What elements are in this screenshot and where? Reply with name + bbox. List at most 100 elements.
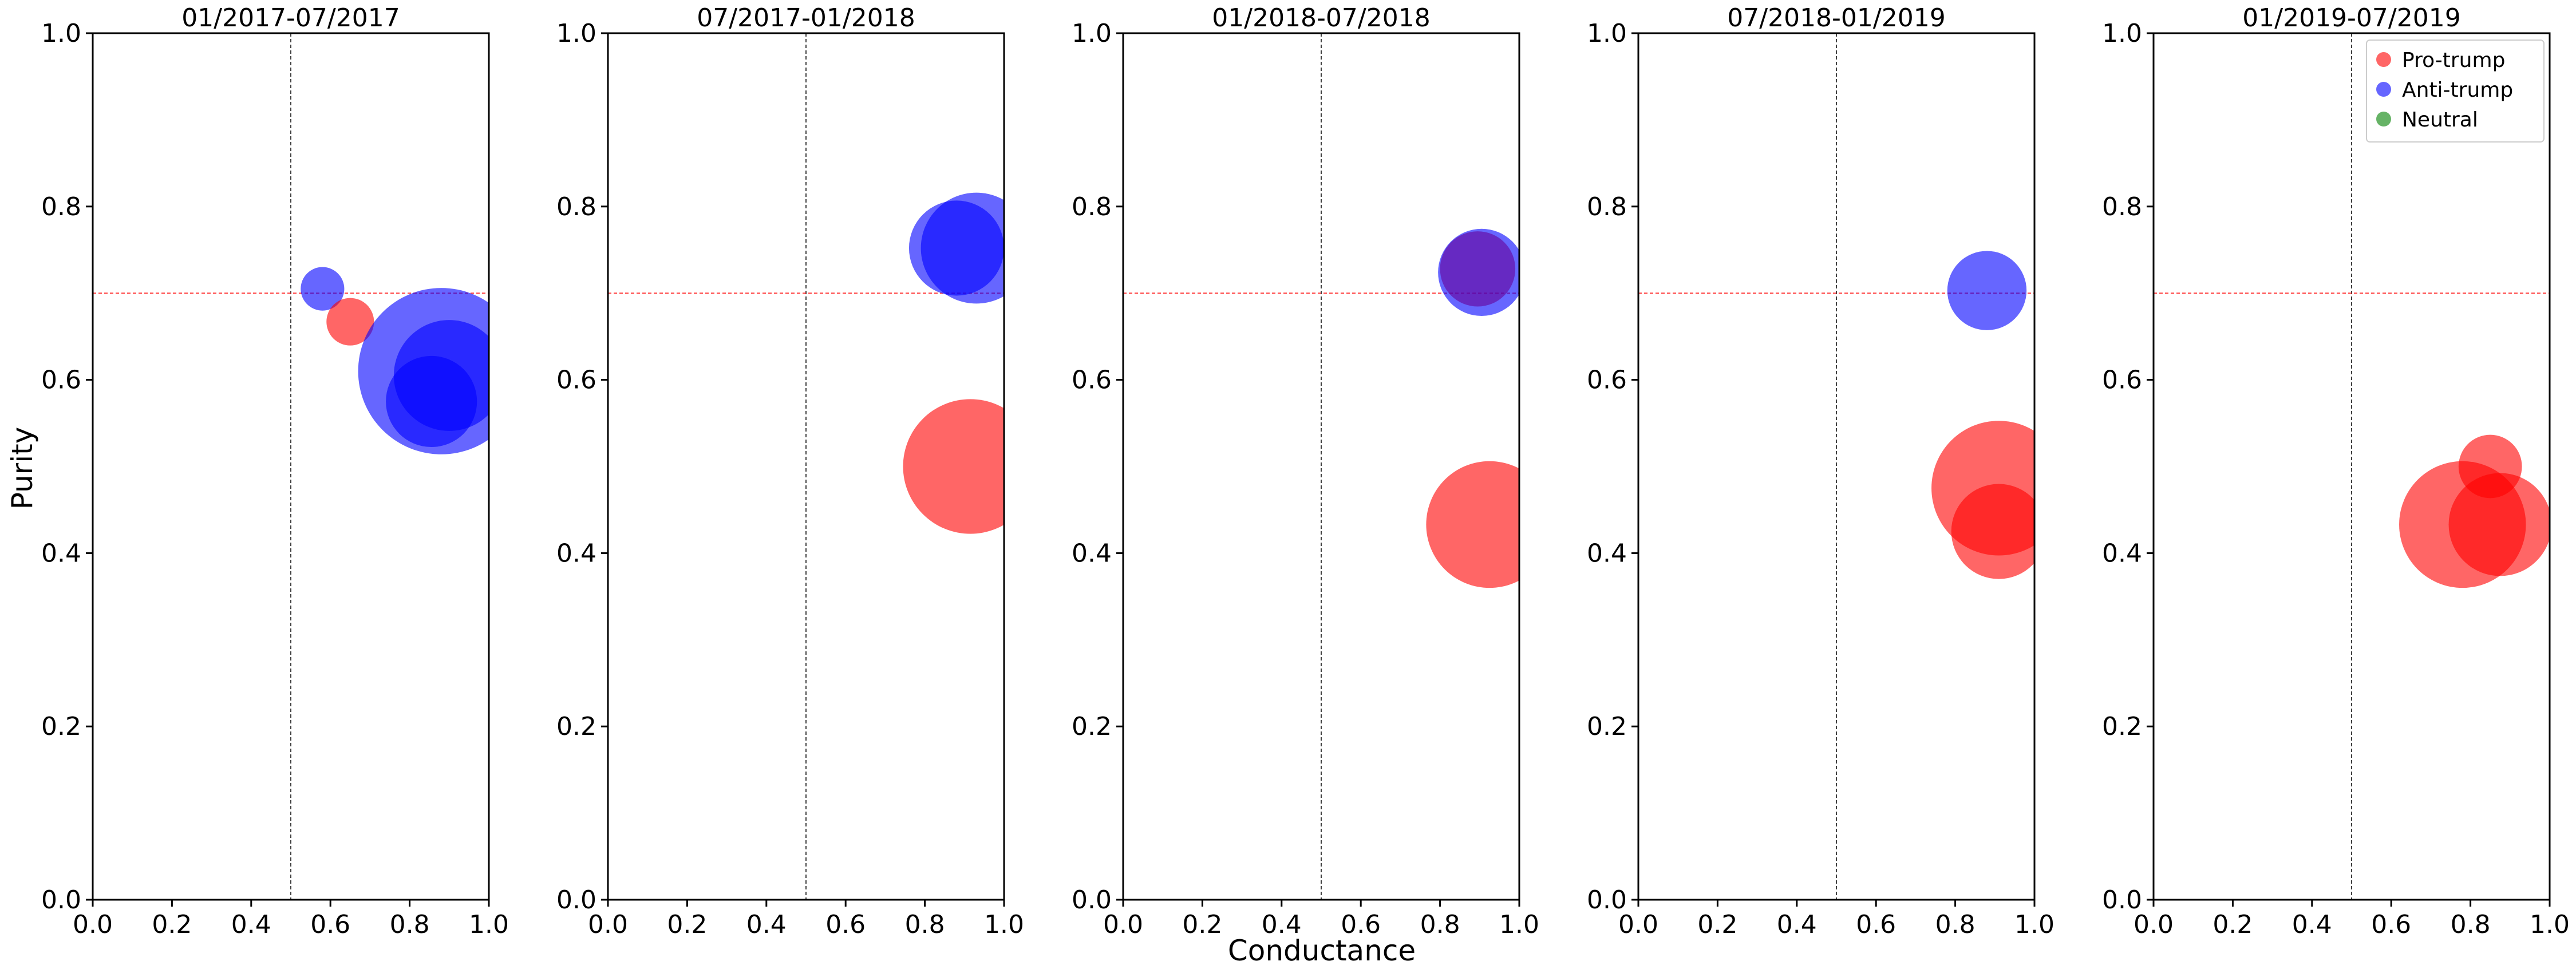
x-tick-label: 0.0	[1618, 910, 1658, 939]
y-tick-label: 0.8	[1587, 192, 1627, 222]
y-tick-label: 0.6	[41, 366, 81, 395]
x-tick-label: 0.0	[2134, 910, 2174, 939]
x-tick-label: 0.2	[2212, 910, 2253, 939]
x-tick-label: 0.8	[1935, 910, 1976, 939]
y-tick-label: 0.4	[1072, 539, 1112, 568]
y-tick-label: 1.0	[41, 19, 81, 48]
plot-frame	[92, 32, 490, 901]
x-tick-label: 0.0	[1103, 910, 1143, 939]
y-tick-label: 0.6	[1587, 366, 1627, 395]
y-tick-label: 0.8	[1072, 192, 1112, 222]
y-tick-label: 1.0	[1587, 19, 1627, 48]
x-tick-label: 0.2	[152, 910, 192, 939]
y-tick-label: 0.0	[2102, 885, 2142, 915]
y-tick-label: 0.4	[2102, 539, 2142, 568]
data-points	[903, 192, 1004, 534]
y-tick-label: 0.8	[41, 192, 81, 222]
legend-label: Anti-trump	[2402, 78, 2513, 102]
data-point-pro-trump	[1951, 484, 2034, 579]
x-tick-label: 0.4	[746, 910, 787, 939]
y-tick-label: 0.6	[2102, 366, 2142, 395]
x-tick-label: 0.0	[588, 910, 628, 939]
subplot-3: 01/2018-07/2018 0.0 0.2 0.4 0.6 0.8 1.0 0.0 0.2 0…	[1072, 3, 1539, 939]
x-tick-label: 0.2	[1182, 910, 1222, 939]
data-points	[301, 267, 489, 454]
x-tick-label: 0.8	[2451, 910, 2491, 939]
x-tick-label: 0.4	[2292, 910, 2332, 939]
x-tick-label: 0.4	[1262, 910, 1302, 939]
plot-frame	[607, 32, 1005, 901]
x-tick-label: 0.0	[73, 910, 113, 939]
y-tick-label: 0.0	[1587, 885, 1627, 915]
y-tick-label: 1.0	[2102, 19, 2142, 48]
data-point-anti-trump	[920, 192, 1004, 304]
x-tick-label: 0.6	[1856, 910, 1896, 939]
plot-frame	[2152, 32, 2551, 901]
x-tick-label: 0.2	[1697, 910, 1737, 939]
y-tick-label: 0.0	[556, 885, 596, 915]
legend-label: Neutral	[2402, 108, 2478, 132]
legend-marker	[2376, 82, 2391, 97]
x-tick-label: 1.0	[984, 910, 1024, 939]
y-tick-label: 0.2	[1072, 712, 1112, 741]
subplot-title: 01/2018-07/2018	[1212, 3, 1430, 33]
subplot-title: 07/2017-01/2018	[697, 3, 915, 33]
data-points	[2399, 434, 2550, 588]
x-tick-label: 0.2	[667, 910, 707, 939]
plot-frame	[1637, 32, 2036, 901]
legend-marker	[2376, 52, 2391, 67]
x-tick-label: 0.8	[905, 910, 945, 939]
legend: Pro-trump Anti-trump Neutral	[2366, 39, 2545, 143]
y-tick-label: 1.0	[1072, 19, 1112, 48]
data-point-anti-trump	[301, 267, 345, 311]
data-point-anti-trump	[1947, 251, 2027, 330]
data-point-pro-trump	[2448, 473, 2550, 576]
data-point-pro-trump	[1426, 461, 1519, 588]
x-tick-label: 0.6	[310, 910, 350, 939]
x-tick-label: 0.4	[231, 910, 271, 939]
x-tick-label: 0.6	[2371, 910, 2411, 939]
subplot-1: 01/2017-07/2017 0.0 0.2 0.4 0.6 0.8 1.0 0.0 0.2 0…	[41, 3, 509, 939]
x-tick-label: 0.8	[1420, 910, 1460, 939]
legend-marker	[2376, 112, 2391, 126]
y-tick-label: 0.4	[41, 539, 81, 568]
subplot-title: 01/2017-07/2017	[181, 3, 400, 33]
legend-frame	[2366, 39, 2545, 143]
y-tick-label: 0.2	[1587, 712, 1627, 741]
data-points	[1426, 228, 1519, 588]
x-tick-label: 0.8	[390, 910, 430, 939]
y-tick-label: 0.4	[1587, 539, 1627, 568]
x-tick-label: 0.4	[1777, 910, 1817, 939]
y-tick-label: 0.2	[556, 712, 596, 741]
y-tick-label: 0.6	[1072, 366, 1112, 395]
y-tick-label: 0.0	[1072, 885, 1112, 915]
subplot-title: 07/2018-01/2019	[1727, 3, 1945, 33]
y-tick-label: 0.8	[556, 192, 596, 222]
x-tick-label: 1.0	[1499, 910, 1539, 939]
x-tick-label: 1.0	[2530, 910, 2570, 939]
subplot-2: 07/2017-01/2018 0.0 0.2 0.4 0.6 0.8 1.0 0.0 0.2 0…	[556, 3, 1024, 939]
data-point-pro-trump	[903, 399, 1004, 534]
subplot-title: 01/2019-07/2019	[2242, 3, 2460, 33]
y-tick-label: 0.2	[2102, 712, 2142, 741]
y-tick-label: 0.4	[556, 539, 596, 568]
y-tick-label: 1.0	[556, 19, 596, 48]
x-axis-label: Conductance	[1228, 934, 1416, 967]
data-point-anti-trump	[386, 355, 477, 448]
y-tick-label: 0.2	[41, 712, 81, 741]
x-tick-label: 1.0	[2014, 910, 2055, 939]
data-points	[1931, 251, 2034, 579]
x-tick-label: 1.0	[469, 910, 509, 939]
y-tick-label: 0.0	[41, 885, 81, 915]
x-tick-label: 0.6	[825, 910, 866, 939]
legend-label: Pro-trump	[2402, 49, 2505, 72]
subplot-4: 07/2018-01/2019 0.0 0.2 0.4 0.6 0.8 1.0 0.0 0.2 0…	[1587, 3, 2055, 939]
plot-frame	[1122, 32, 1520, 901]
data-point-anti-trump	[1438, 228, 1519, 316]
y-tick-label: 0.6	[556, 366, 596, 395]
data-point-pro-trump	[326, 298, 374, 346]
x-tick-label: 0.6	[1341, 910, 1381, 939]
y-tick-label: 0.8	[2102, 192, 2142, 222]
